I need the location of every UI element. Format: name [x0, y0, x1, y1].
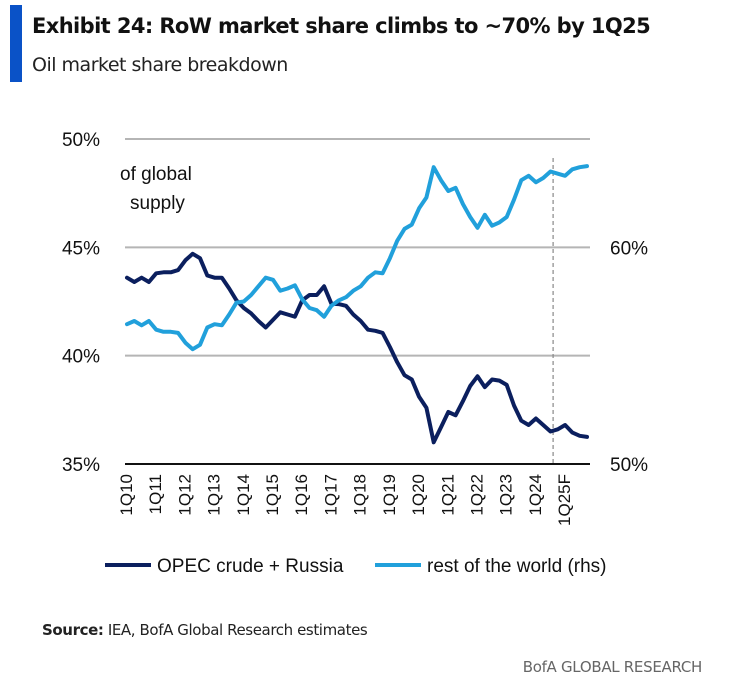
y-right-tick-label: 60%: [610, 238, 648, 259]
x-tick-label: 1Q17: [321, 474, 340, 516]
y-left-tick-label: 35%: [62, 455, 100, 476]
y-left-tick-label: 45%: [62, 238, 100, 259]
source-text: IEA, BofA Global Research estimates: [103, 621, 368, 639]
series-line-rest-of-world: [125, 164, 589, 352]
x-tick-label: 1Q10: [117, 474, 136, 516]
source-label: Source:: [42, 621, 104, 639]
x-tick-label: 1Q11: [146, 474, 165, 514]
supply-annotation: of global: [120, 164, 192, 185]
x-tick-label: 1Q14: [234, 474, 253, 516]
x-tick-label: 1Q16: [292, 474, 311, 516]
x-tick-label: 1Q13: [205, 474, 224, 516]
series-line-opec-russia: [125, 251, 589, 445]
y-left-tick-label: 40%: [62, 347, 100, 368]
chart-title: Exhibit 24: RoW market share climbs to ~…: [32, 14, 651, 38]
chart-subtitle: Oil market share breakdown: [32, 54, 288, 76]
x-tick-label: 1Q24: [526, 474, 545, 516]
legend-label: OPEC crude + Russia: [157, 556, 344, 577]
x-tick-label: 1Q22: [467, 474, 486, 516]
x-tick-label: 1Q23: [497, 474, 516, 516]
x-tick-label: 1Q21: [438, 474, 457, 516]
supply-annotation: supply: [130, 193, 185, 214]
x-tick-label: 1Q20: [409, 474, 428, 516]
x-tick-label: 1Q19: [380, 474, 399, 516]
legend-label: rest of the world (rhs): [427, 556, 607, 577]
x-tick-label: 1Q25F: [555, 474, 574, 526]
accent-bar: [10, 5, 22, 82]
source-note: Source: IEA, BofA Global Research estima…: [42, 621, 368, 639]
y-right-tick-label: 50%: [610, 455, 648, 476]
x-tick-label: 1Q15: [263, 474, 282, 516]
x-tick-label: 1Q18: [351, 474, 370, 516]
brand-label: BofA GLOBAL RESEARCH: [522, 658, 703, 676]
x-tick-label: 1Q12: [175, 474, 194, 516]
y-left-tick-label: 50%: [62, 130, 100, 151]
